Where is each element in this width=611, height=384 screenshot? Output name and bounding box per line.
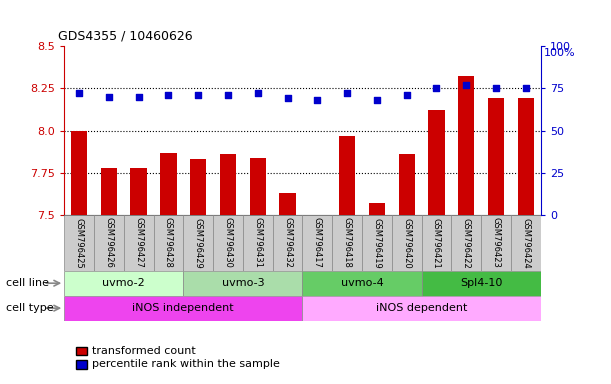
Bar	[518, 98, 534, 215]
Bar	[153, 215, 183, 271]
Point	[402, 92, 412, 98]
Bar	[339, 136, 356, 215]
Bar	[94, 215, 123, 271]
Text: GSM796429: GSM796429	[194, 217, 203, 268]
Bar	[428, 110, 445, 215]
Bar	[392, 215, 422, 271]
Text: GSM796432: GSM796432	[283, 217, 292, 268]
Bar	[213, 215, 243, 271]
Point	[74, 90, 84, 96]
Text: percentile rank within the sample: percentile rank within the sample	[92, 359, 279, 369]
Text: GSM796422: GSM796422	[462, 217, 470, 268]
Point	[491, 85, 501, 91]
Point	[372, 97, 382, 103]
Bar	[481, 215, 511, 271]
Bar	[130, 168, 147, 215]
Point	[283, 95, 293, 101]
Point	[431, 85, 441, 91]
Text: cell type: cell type	[6, 303, 54, 313]
Bar	[458, 76, 475, 215]
Point	[104, 94, 114, 100]
Text: GSM796426: GSM796426	[104, 217, 113, 268]
Text: GSM796427: GSM796427	[134, 217, 143, 268]
Bar	[279, 193, 296, 215]
Bar	[249, 157, 266, 215]
Bar	[511, 215, 541, 271]
Text: GDS4355 / 10460626: GDS4355 / 10460626	[58, 29, 192, 42]
Bar	[160, 152, 177, 215]
Point	[521, 85, 531, 91]
Bar	[64, 215, 94, 271]
Bar	[362, 215, 392, 271]
Text: GSM796421: GSM796421	[432, 217, 441, 268]
Bar	[422, 271, 541, 296]
Bar	[302, 271, 422, 296]
Bar	[183, 215, 213, 271]
Text: Spl4-10: Spl4-10	[460, 278, 502, 288]
Bar	[452, 215, 481, 271]
Point	[193, 92, 203, 98]
Text: GSM796418: GSM796418	[343, 217, 351, 268]
Text: cell line: cell line	[6, 278, 49, 288]
Bar	[64, 296, 302, 321]
Bar	[101, 168, 117, 215]
Bar	[422, 215, 452, 271]
Bar	[368, 203, 385, 215]
Text: GSM796428: GSM796428	[164, 217, 173, 268]
Text: GSM796431: GSM796431	[254, 217, 262, 268]
Point	[342, 90, 352, 96]
Text: uvmo-4: uvmo-4	[341, 278, 383, 288]
Text: iNOS independent: iNOS independent	[133, 303, 234, 313]
Text: GSM796420: GSM796420	[402, 217, 411, 268]
Point	[253, 90, 263, 96]
Bar	[183, 271, 302, 296]
Bar	[123, 215, 153, 271]
Text: 100%: 100%	[544, 48, 576, 58]
Text: GSM796417: GSM796417	[313, 217, 322, 268]
Text: transformed count: transformed count	[92, 346, 196, 356]
Text: GSM796424: GSM796424	[521, 217, 530, 268]
Bar	[332, 215, 362, 271]
Bar	[64, 271, 183, 296]
Bar	[488, 98, 504, 215]
Bar	[243, 215, 273, 271]
Bar	[190, 159, 207, 215]
Text: iNOS dependent: iNOS dependent	[376, 303, 467, 313]
Point	[164, 92, 174, 98]
Point	[312, 97, 322, 103]
Point	[134, 94, 144, 100]
Bar	[398, 154, 415, 215]
Point	[223, 92, 233, 98]
Bar	[302, 296, 541, 321]
Bar	[302, 215, 332, 271]
Text: GSM796430: GSM796430	[224, 217, 232, 268]
Text: GSM796425: GSM796425	[75, 217, 84, 268]
Text: GSM796423: GSM796423	[492, 217, 500, 268]
Text: uvmo-2: uvmo-2	[103, 278, 145, 288]
Point	[461, 82, 471, 88]
Bar	[71, 131, 87, 215]
Bar	[273, 215, 302, 271]
Bar	[220, 154, 236, 215]
Text: GSM796419: GSM796419	[373, 217, 381, 268]
Text: uvmo-3: uvmo-3	[222, 278, 264, 288]
